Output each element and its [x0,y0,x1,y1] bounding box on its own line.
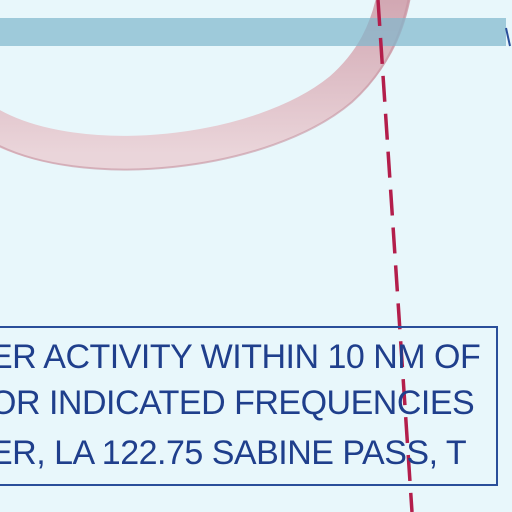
notice-line-stations: ER, LA 122.75 SABINE PASS, T [0,434,467,472]
dashed-boundary-line [376,0,414,512]
horizontal-shelf-band [0,18,506,46]
edge-tick-mark [505,27,511,47]
notice-box [0,326,498,486]
notice-line-frequencies: OR INDICATED FREQUENCIES [0,384,475,422]
notice-line-activity: ER ACTIVITY WITHIN 10 NM OF [0,338,481,376]
